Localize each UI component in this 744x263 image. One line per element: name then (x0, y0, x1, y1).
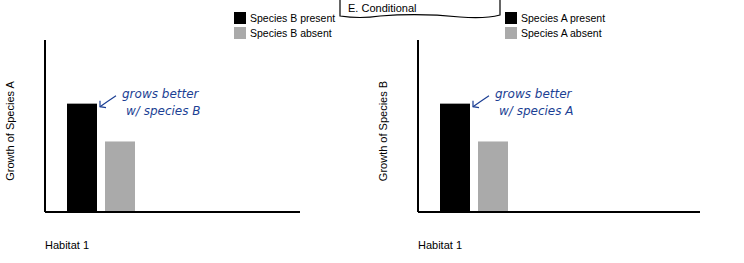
x-axis (45, 211, 300, 213)
legend-label: Species B present (250, 12, 335, 24)
bar (478, 141, 508, 212)
page: E. Conditional Habitat 1 Growth of Species… (0, 0, 744, 263)
header-box (340, 0, 500, 18)
annotation-arrow (473, 96, 489, 107)
legend-swatch (505, 27, 517, 39)
legend-swatch (234, 27, 246, 39)
bar (105, 141, 135, 212)
y-axis-label: Growth of Species A (4, 81, 16, 181)
x-axis (418, 211, 700, 213)
annotation-arrowhead (473, 101, 479, 108)
annotation: grows better (122, 87, 200, 101)
y-axis-label: Growth of Species B (377, 81, 389, 181)
category-label: Habitat 1 (45, 239, 89, 251)
legend-swatch (234, 12, 246, 24)
header-text: E. Conditional (348, 2, 417, 14)
bar (67, 104, 97, 212)
canvas: E. Conditional Habitat 1 Growth of Species… (0, 0, 744, 263)
category-label: Habitat 1 (418, 239, 462, 251)
legend-swatch (505, 12, 517, 24)
bars (67, 104, 135, 212)
y-axis (417, 40, 419, 212)
legend-label: Species B absent (250, 27, 332, 39)
annotation: w/ species B (126, 104, 201, 118)
annotation: w/ species A (499, 104, 574, 118)
annotation-arrowhead (100, 101, 106, 108)
y-axis (44, 40, 46, 212)
chart: Habitat 1 Growth of Species A Species B pr… (4, 12, 335, 251)
bar (440, 104, 470, 212)
bars (440, 104, 508, 212)
annotation: grows better (495, 87, 573, 101)
chart: Habitat 1 Growth of Species B Species A pr… (377, 12, 700, 251)
legend-label: Species A absent (521, 27, 602, 39)
legend-label: Species A present (521, 12, 605, 24)
annotation-arrow (100, 96, 116, 107)
